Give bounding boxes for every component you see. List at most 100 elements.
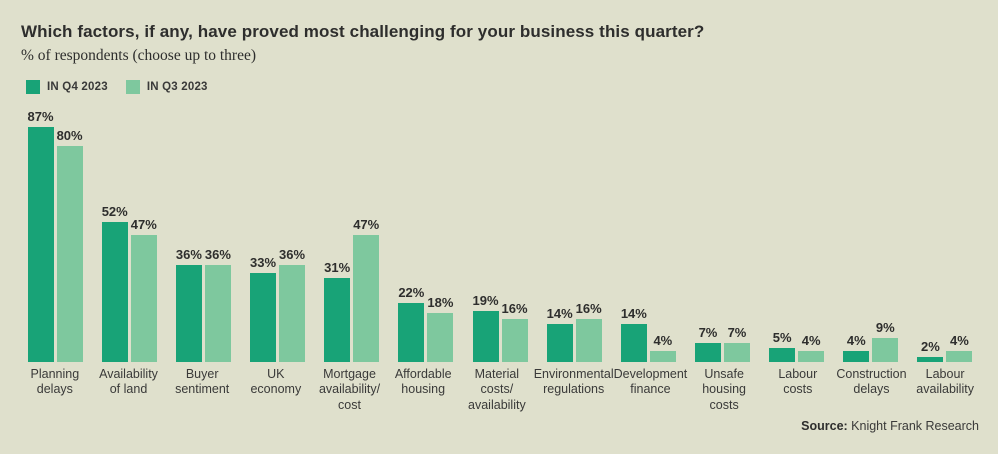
- bar-column: 9%: [872, 320, 899, 362]
- bar-column: 87%: [28, 109, 54, 362]
- bar-column: 52%: [102, 204, 128, 362]
- value-label: 47%: [353, 217, 380, 232]
- category-label: Buyer sentiment: [175, 367, 230, 397]
- bar-q3: [427, 313, 454, 362]
- legend-item-q4: IN Q4 2023: [26, 80, 108, 94]
- value-label: 7%: [727, 325, 747, 340]
- source-label: Source:: [801, 419, 848, 433]
- bar-group: 19% 16%: [463, 293, 537, 362]
- category-labels-row: Planning delays Availability of land Buyer…: [18, 367, 982, 413]
- legend-swatch-q3-icon: [125, 80, 140, 94]
- source-value: Knight Frank Research: [847, 419, 979, 433]
- bar-column: 7%: [694, 325, 721, 362]
- bar-column: 7%: [723, 325, 750, 362]
- bar-group: 36% 36%: [166, 247, 240, 362]
- value-label: 14%: [546, 306, 573, 321]
- value-label: 31%: [324, 260, 351, 275]
- bar-column: 36%: [279, 247, 305, 362]
- category-label: Mortgage availability/ cost: [318, 367, 381, 412]
- bar-q3: [723, 343, 750, 362]
- chart-plot-area: 87% 80% 52% 47% 36% 36% 33% 36% 31% 47% 22% 18% 19% 1…: [18, 92, 982, 413]
- bar-q3: [575, 319, 602, 362]
- bar-column: 4%: [946, 333, 973, 362]
- category-label: Unsafe housing costs: [702, 367, 747, 412]
- bar-q3: [501, 319, 528, 362]
- value-label: 87%: [27, 109, 54, 124]
- value-label: 7%: [698, 325, 718, 340]
- bar-q4: [769, 348, 796, 362]
- legend-label-q3: IN Q3 2023: [146, 81, 208, 93]
- value-label: 14%: [620, 306, 647, 321]
- bar-group: 4% 9%: [834, 320, 908, 362]
- bar-column: 36%: [176, 247, 202, 362]
- value-label: 36%: [279, 247, 306, 262]
- bar-group: 14% 4%: [611, 306, 685, 362]
- bar-column: 33%: [250, 255, 276, 362]
- value-label: 4%: [801, 333, 821, 348]
- legend-label-q4: IN Q4 2023: [47, 81, 108, 93]
- bar-q4: [324, 278, 351, 362]
- category-label: Labour costs: [778, 367, 818, 397]
- bar-group: 33% 36%: [240, 247, 314, 362]
- value-label: 2%: [921, 339, 940, 354]
- value-label: 4%: [846, 333, 866, 348]
- value-label: 9%: [875, 320, 895, 335]
- bar-group: 87% 80%: [18, 109, 92, 362]
- bar-q3: [279, 265, 306, 362]
- category-label: Labour availability: [916, 367, 974, 397]
- bar-q4: [472, 311, 499, 362]
- bar-column: 14%: [621, 306, 647, 362]
- bar-column: 19%: [472, 293, 499, 362]
- value-label: 16%: [575, 301, 602, 316]
- bar-column: 14%: [547, 306, 573, 362]
- bar-q3: [798, 351, 825, 362]
- value-label: 18%: [427, 295, 454, 310]
- bar-column: 4%: [843, 333, 870, 362]
- bar-column: 47%: [353, 217, 379, 362]
- chart-legend: IN Q4 2023 IN Q3 2023: [26, 80, 208, 94]
- category-label: Availability of land: [99, 367, 158, 397]
- bar-group: 22% 18%: [389, 285, 463, 362]
- legend-swatch-q4-icon: [26, 80, 40, 94]
- chart-header: Which factors, if any, have proved most …: [21, 22, 704, 65]
- value-label: 19%: [472, 293, 499, 308]
- bar-column: 47%: [131, 217, 157, 362]
- bar-group: 2% 4%: [908, 333, 982, 362]
- bar-column: 18%: [427, 295, 453, 362]
- category-label: UK economy: [250, 367, 302, 397]
- value-label: 33%: [250, 255, 277, 270]
- category-label: Affordable housing: [394, 367, 452, 397]
- value-label: 52%: [101, 204, 128, 219]
- value-label: 5%: [772, 330, 792, 345]
- chart-title: Which factors, if any, have proved most …: [21, 22, 705, 41]
- chart-subtitle: % of respondents (choose up to three): [21, 47, 257, 64]
- legend-item-q3: IN Q3 2023: [125, 80, 208, 94]
- value-label: 47%: [130, 217, 157, 232]
- bar-q3: [353, 235, 380, 362]
- bar-column: 4%: [798, 333, 825, 362]
- value-label: 22%: [398, 285, 425, 300]
- bar-column: 2%: [917, 339, 944, 362]
- category-label: Material costs/ availability: [468, 367, 526, 412]
- category-label: Construction delays: [836, 367, 907, 397]
- bar-q3: [130, 235, 157, 362]
- bar-group: 7% 7%: [685, 325, 759, 362]
- bar-column: 4%: [649, 333, 676, 362]
- category-label: Planning delays: [30, 367, 80, 397]
- bar-q4: [101, 222, 128, 362]
- bar-q3: [204, 265, 231, 362]
- bar-q4: [175, 265, 202, 362]
- bar-q3: [56, 146, 83, 362]
- bar-q3: [649, 351, 676, 362]
- value-label: 36%: [204, 247, 231, 262]
- value-label: 4%: [950, 333, 969, 348]
- bar-q4: [27, 127, 54, 362]
- bar-group: 31% 47%: [315, 217, 389, 362]
- value-label: 4%: [653, 333, 673, 348]
- value-label: 80%: [56, 128, 83, 143]
- bar-q4: [620, 324, 647, 362]
- value-label: 16%: [501, 301, 528, 316]
- category-label: Development finance: [613, 367, 688, 397]
- bar-q4: [546, 324, 573, 362]
